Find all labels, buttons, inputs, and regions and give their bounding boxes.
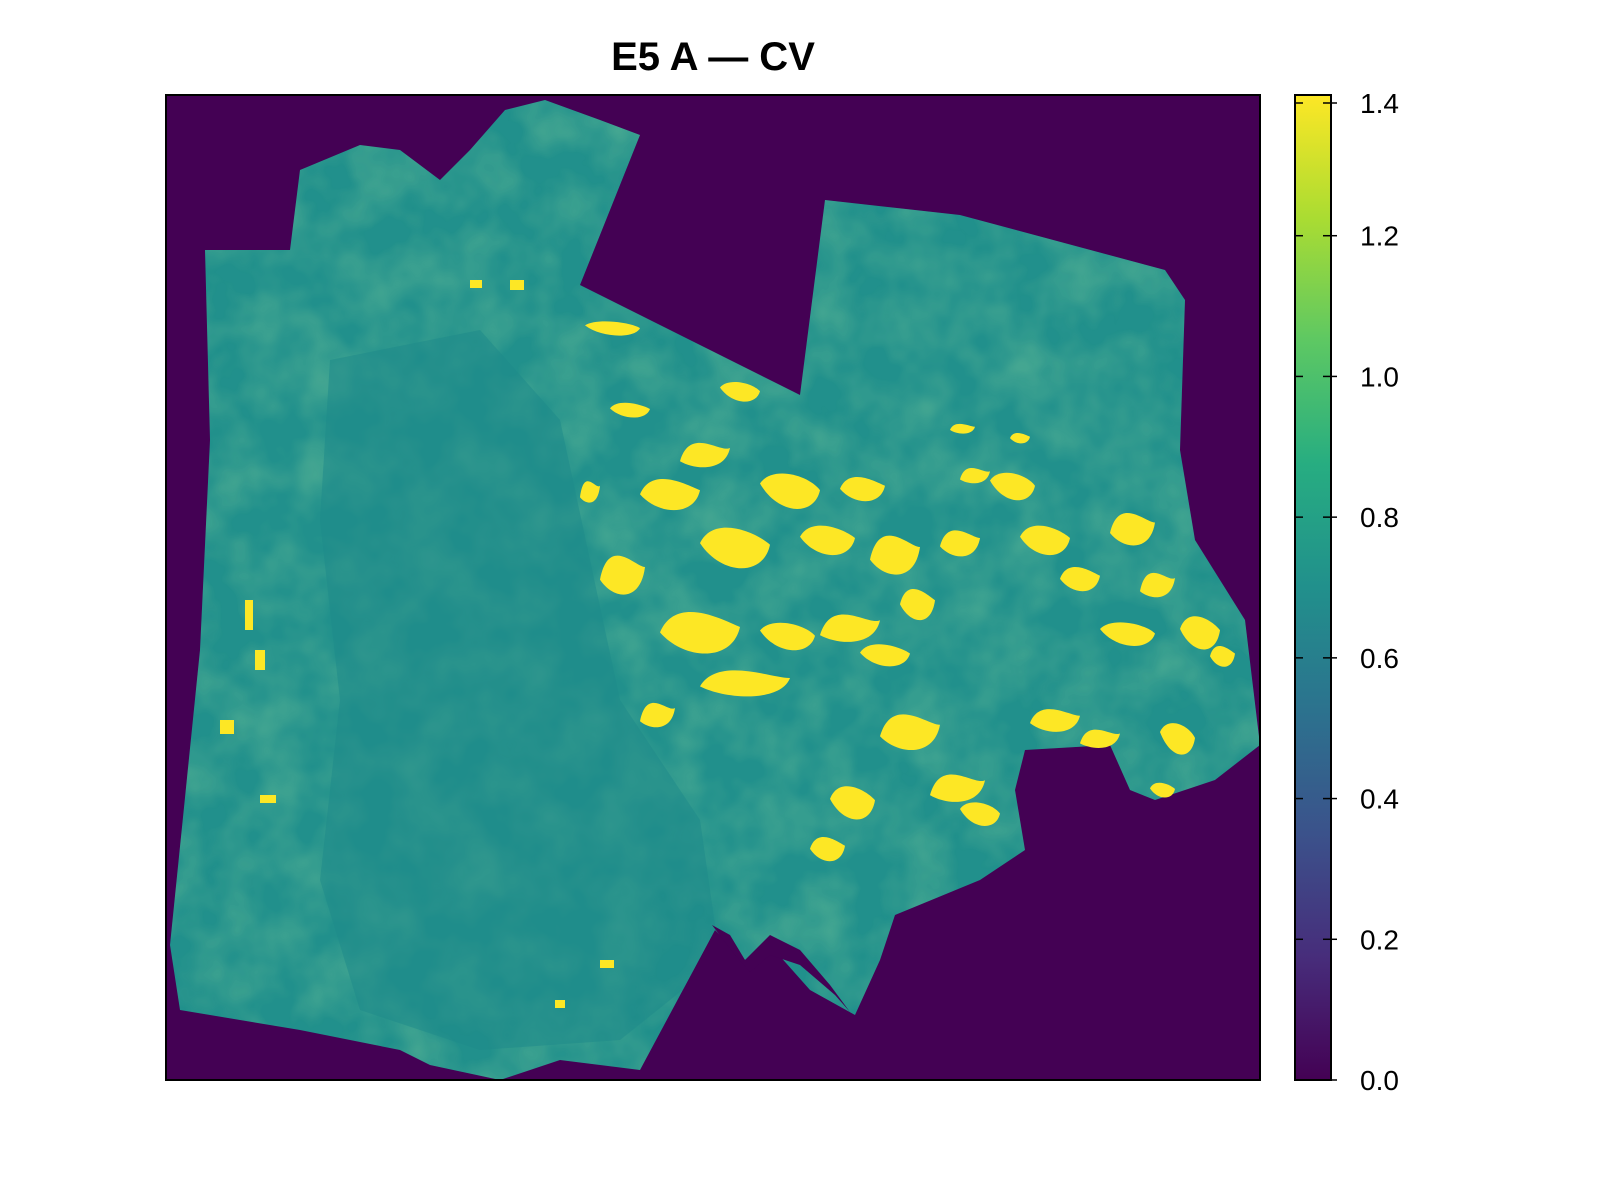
plot-border xyxy=(165,94,1261,1081)
high-value-patch xyxy=(1080,729,1120,748)
colorbar-tick-label: 0.6 xyxy=(1360,643,1399,674)
high-value-patch xyxy=(700,527,770,569)
high-value-patch xyxy=(950,423,975,434)
high-value-patch xyxy=(720,381,760,402)
high-value-patch xyxy=(1060,567,1100,592)
colorbar-tick-label: 1.0 xyxy=(1360,361,1399,392)
colorbar-tick-label: 0.0 xyxy=(1360,1065,1399,1096)
high-value-patch xyxy=(585,321,640,336)
high-value-patch xyxy=(1180,616,1220,650)
raster-nodata-inlet xyxy=(712,925,850,1012)
high-value-patch xyxy=(840,477,885,502)
colorbar-border xyxy=(1294,94,1332,1081)
high-value-patch xyxy=(900,589,935,621)
high-value-patch xyxy=(640,702,675,728)
high-value-patch xyxy=(1030,709,1080,732)
high-value-patch xyxy=(1210,646,1235,667)
colorbar-tick-label: 1.4 xyxy=(1360,88,1399,119)
high-value-patch xyxy=(990,472,1035,501)
chart-title: E5 A — CV xyxy=(611,35,815,79)
colorbar-ticks: 0.0 0.2 0.4 0.6 0.8 1.0 1.2 1.4 xyxy=(1295,88,1399,1096)
colorbar-tick-label: 0.2 xyxy=(1360,924,1399,955)
high-value-patch xyxy=(940,530,980,557)
high-value-patch xyxy=(1150,782,1175,798)
high-value-patch xyxy=(1100,622,1155,646)
high-value-patch xyxy=(960,468,990,484)
high-value-patch xyxy=(810,837,845,862)
high-value-speck xyxy=(600,960,614,968)
raster-land-area xyxy=(170,100,1260,1080)
high-value-patch xyxy=(1140,572,1175,598)
high-value-speck xyxy=(260,795,276,803)
high-value-speck xyxy=(510,280,524,290)
high-value-patch xyxy=(680,442,730,468)
high-value-patch xyxy=(870,535,920,575)
high-value-speck xyxy=(555,1000,565,1008)
high-value-patch xyxy=(860,644,910,667)
high-value-patch xyxy=(610,402,650,418)
high-value-speck xyxy=(220,720,234,734)
high-value-patch xyxy=(700,670,790,697)
high-value-patch xyxy=(820,614,880,642)
high-value-patch xyxy=(1010,433,1030,444)
high-value-patch xyxy=(760,622,815,651)
colorbar-legend: 0.0 0.2 0.4 0.6 0.8 1.0 1.2 1.4 xyxy=(1294,88,1399,1096)
high-value-patch xyxy=(580,481,600,503)
high-value-patch xyxy=(830,786,875,820)
high-value-patch xyxy=(880,714,940,751)
high-value-patch xyxy=(640,479,700,511)
colorbar-tick-label: 0.4 xyxy=(1360,784,1399,815)
high-value-patch xyxy=(960,802,1000,826)
high-value-patch xyxy=(800,525,855,556)
high-value-patch xyxy=(1110,513,1155,546)
high-value-patch xyxy=(760,473,820,509)
high-value-patch xyxy=(600,555,645,595)
high-value-speck xyxy=(245,600,253,630)
high-value-speck xyxy=(255,650,265,670)
high-value-patch xyxy=(930,774,985,802)
colorbar-tick-label: 0.8 xyxy=(1360,502,1399,533)
high-value-patch xyxy=(1160,723,1195,755)
high-value-patch xyxy=(1020,525,1070,556)
high-value-patch xyxy=(660,612,740,654)
colorbar-tick-label: 1.2 xyxy=(1360,221,1399,252)
high-value-speck xyxy=(470,280,482,288)
raster-high-value-patches xyxy=(220,280,1235,1008)
raster-low-variability-zone xyxy=(320,330,720,1050)
colorbar-gradient xyxy=(1295,95,1331,1080)
